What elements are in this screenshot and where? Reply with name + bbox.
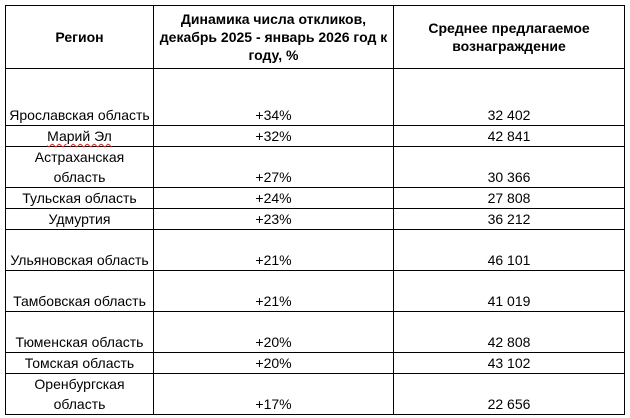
salary-cell: 43 102 [393,352,625,374]
header-growth: Динамика числа откликов, декабрь 2025 - … [153,5,394,69]
region-cell: Тульская область [5,187,154,209]
salary-cell: 46 101 [393,229,625,271]
region-cell: Оренбургская область [5,373,154,415]
growth-cell: +21% [153,270,394,312]
table-row: Томская область +20% 43 102 [5,352,625,374]
growth-cell: +21% [153,229,394,271]
growth-cell: +23% [153,208,394,230]
table-row: Удмуртия +23% 36 212 [5,208,625,230]
table-row: Ярославская область +34% 32 402 [5,68,625,126]
growth-cell: +20% [153,311,394,353]
salary-cell: 27 808 [393,187,625,209]
salary-cell: 41 019 [393,270,625,312]
region-cell: Тюменская область [5,311,154,353]
region-cell: Астраханская область [5,146,154,188]
region-cell: Марий Эл [5,125,154,147]
header-row: Регион Динамика числа откликов, декабрь … [5,5,625,69]
table-row: Ульяновская область +21% 46 101 [5,229,625,271]
salary-cell: 42 808 [393,311,625,353]
region-cell: Тамбовская область [5,270,154,312]
header-salary: Среднее предлагаемое вознаграждение [393,5,625,69]
table-row: Тюменская область +20% 42 808 [5,311,625,353]
growth-cell: +32% [153,125,394,147]
growth-cell: +24% [153,187,394,209]
salary-cell: 36 212 [393,208,625,230]
table-row: Тульская область +24% 27 808 [5,187,625,209]
growth-cell: +34% [153,68,394,126]
growth-cell: +20% [153,352,394,374]
regions-table: Регион Динамика числа откликов, декабрь … [5,5,625,415]
region-text: Марий Эл [47,128,112,144]
salary-cell: 42 841 [393,125,625,147]
table-row: Оренбургская область +17% 22 656 [5,373,625,415]
table-row: Тамбовская область +21% 41 019 [5,270,625,312]
region-cell: Ульяновская область [5,229,154,271]
growth-cell: +27% [153,146,394,188]
header-region: Регион [5,5,154,69]
table-row: Астраханская область +27% 30 366 [5,146,625,188]
growth-cell: +17% [153,373,394,415]
table-row: Марий Эл +32% 42 841 [5,125,625,147]
salary-cell: 32 402 [393,68,625,126]
salary-cell: 22 656 [393,373,625,415]
salary-cell: 30 366 [393,146,625,188]
region-cell: Ярославская область [5,68,154,126]
region-cell: Удмуртия [5,208,154,230]
region-cell: Томская область [5,352,154,374]
